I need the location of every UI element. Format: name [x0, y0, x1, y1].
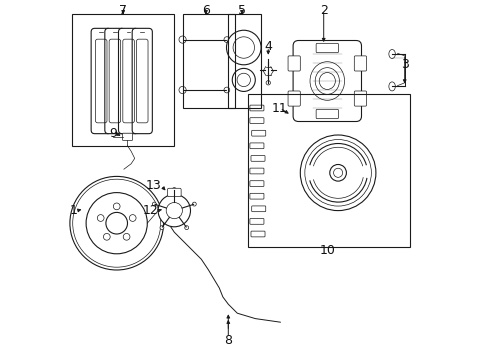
FancyBboxPatch shape — [167, 188, 181, 197]
Text: 13: 13 — [145, 179, 161, 192]
Text: 6: 6 — [202, 4, 209, 17]
FancyBboxPatch shape — [249, 219, 264, 224]
Circle shape — [123, 233, 130, 240]
FancyBboxPatch shape — [249, 168, 264, 174]
Circle shape — [224, 37, 229, 42]
FancyBboxPatch shape — [292, 40, 361, 122]
Circle shape — [97, 215, 104, 221]
Text: 1: 1 — [69, 204, 77, 217]
Circle shape — [265, 81, 270, 85]
Circle shape — [179, 36, 186, 43]
Circle shape — [300, 135, 375, 211]
Ellipse shape — [388, 82, 394, 91]
Ellipse shape — [388, 49, 394, 58]
Circle shape — [237, 73, 250, 87]
Circle shape — [160, 226, 163, 230]
Circle shape — [333, 168, 342, 177]
Text: 3: 3 — [400, 58, 408, 71]
FancyBboxPatch shape — [316, 109, 338, 119]
FancyBboxPatch shape — [354, 91, 366, 106]
FancyBboxPatch shape — [316, 43, 338, 53]
FancyBboxPatch shape — [287, 91, 300, 106]
Bar — [72, 14, 174, 146]
Circle shape — [129, 215, 136, 221]
Circle shape — [232, 68, 255, 91]
FancyBboxPatch shape — [132, 28, 152, 134]
Circle shape — [329, 165, 346, 181]
Text: 7: 7 — [119, 4, 127, 17]
Circle shape — [192, 202, 196, 206]
Circle shape — [113, 203, 120, 210]
Circle shape — [158, 194, 190, 227]
FancyBboxPatch shape — [249, 105, 264, 111]
FancyBboxPatch shape — [250, 156, 264, 161]
Circle shape — [172, 188, 176, 192]
Circle shape — [86, 193, 147, 254]
Circle shape — [233, 37, 254, 58]
Circle shape — [106, 212, 127, 234]
FancyBboxPatch shape — [249, 181, 264, 186]
Circle shape — [179, 86, 186, 94]
Bar — [228, 14, 260, 108]
Text: 11: 11 — [271, 102, 287, 114]
Text: 2: 2 — [319, 4, 327, 17]
FancyBboxPatch shape — [249, 118, 264, 123]
Text: 8: 8 — [224, 334, 232, 347]
FancyBboxPatch shape — [287, 56, 300, 71]
FancyBboxPatch shape — [354, 56, 366, 71]
Circle shape — [184, 226, 188, 230]
Text: 5: 5 — [238, 4, 245, 17]
Bar — [247, 94, 409, 247]
Circle shape — [224, 87, 229, 93]
FancyBboxPatch shape — [118, 28, 139, 134]
Text: 4: 4 — [264, 40, 272, 53]
FancyBboxPatch shape — [122, 133, 132, 140]
FancyBboxPatch shape — [251, 130, 265, 136]
FancyBboxPatch shape — [104, 28, 125, 134]
FancyBboxPatch shape — [250, 231, 264, 237]
Bar — [183, 14, 235, 108]
Circle shape — [103, 233, 110, 240]
Circle shape — [166, 202, 182, 219]
Circle shape — [70, 176, 163, 270]
FancyBboxPatch shape — [249, 143, 264, 149]
Text: 10: 10 — [319, 244, 335, 257]
Text: 12: 12 — [142, 204, 158, 217]
Text: 9: 9 — [109, 127, 117, 140]
Circle shape — [226, 30, 261, 65]
Circle shape — [152, 202, 156, 206]
FancyBboxPatch shape — [91, 28, 111, 134]
FancyBboxPatch shape — [249, 193, 264, 199]
FancyBboxPatch shape — [251, 206, 265, 212]
